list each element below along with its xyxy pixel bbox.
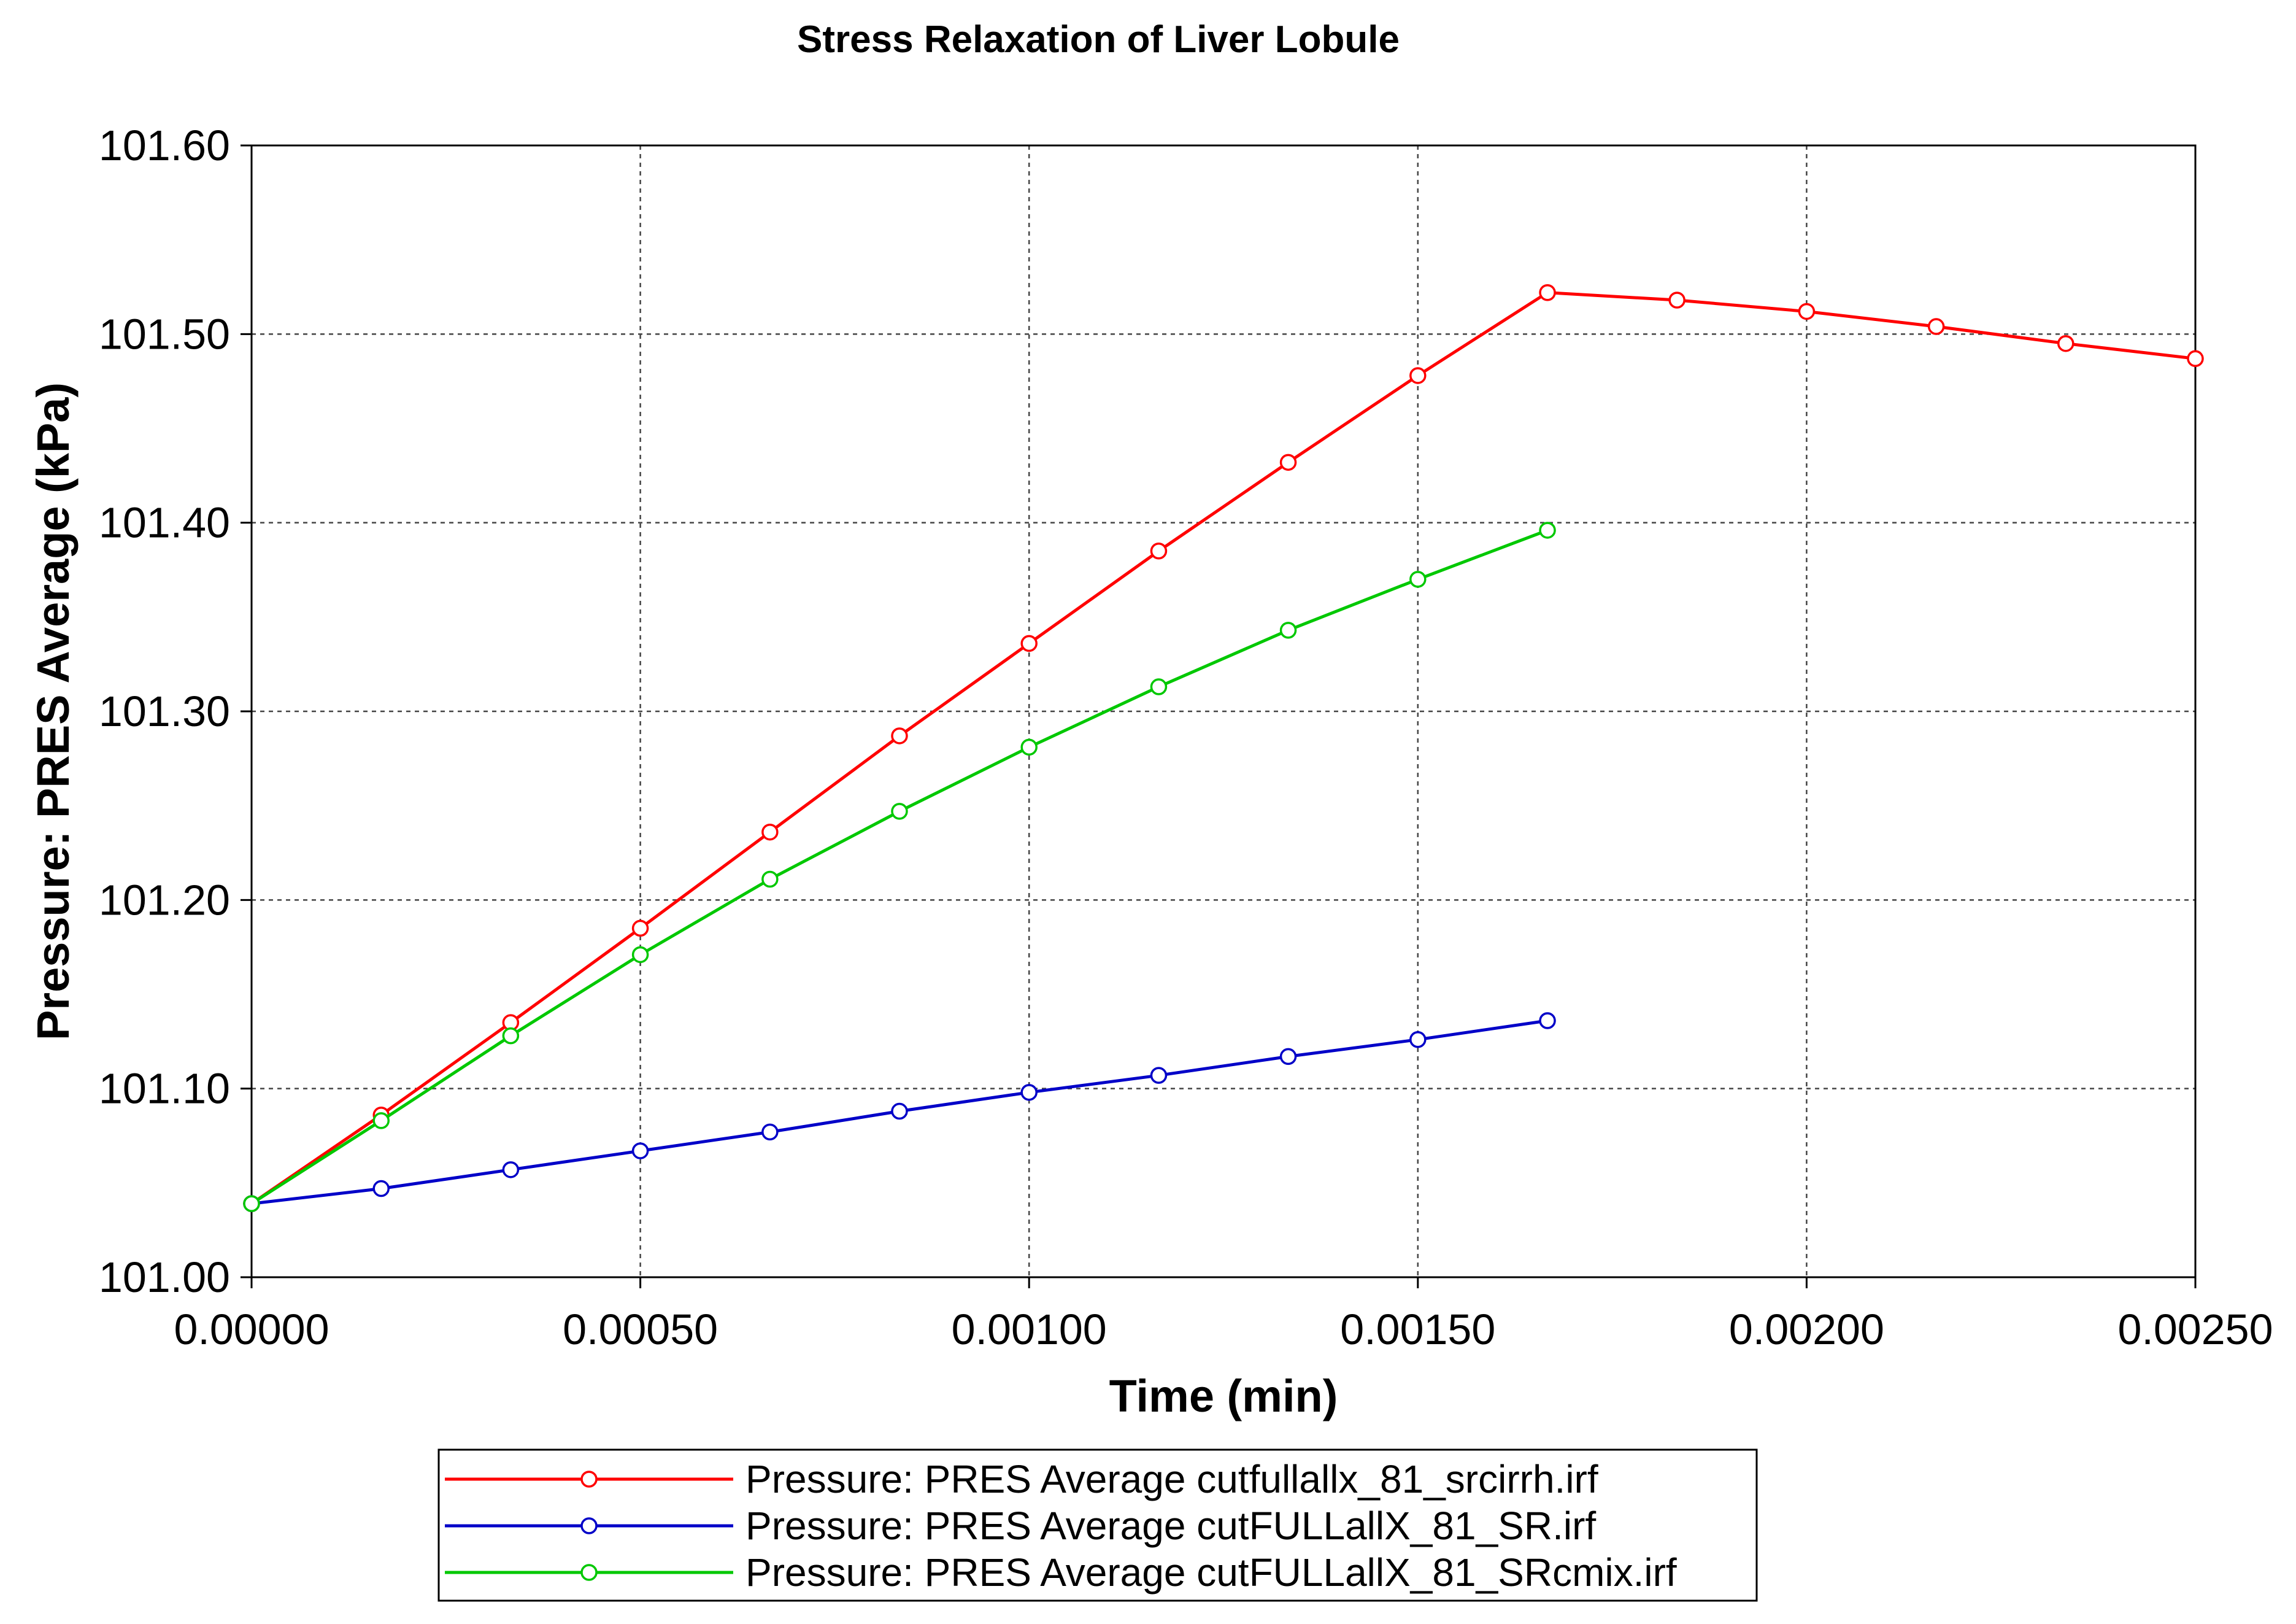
data-point-series-2: [1539, 1012, 1556, 1029]
data-point-series-1: [631, 919, 649, 937]
grid: [252, 145, 2195, 1277]
data-point-series-3: [1409, 571, 1427, 588]
data-point-series-1: [1539, 284, 1556, 301]
legend-swatch-marker: [580, 1564, 598, 1581]
data-point-series-3: [1539, 522, 1556, 539]
data-point-series-3: [631, 946, 649, 964]
data-point-series-1: [1798, 303, 1816, 320]
data-point-series-3: [1150, 678, 1168, 695]
data-point-series-1: [1668, 292, 1685, 309]
x-axis-label: Time (min): [1109, 1371, 1338, 1421]
data-point-series-1: [1150, 543, 1168, 560]
data-point-series-1: [2057, 334, 2074, 352]
data-point-series-2: [761, 1123, 779, 1141]
legend-entry-label: Pressure: PRES Average cutfullallx_81_sr…: [745, 1457, 1598, 1501]
legend-entries: Pressure: PRES Average cutfullallx_81_sr…: [445, 1457, 1677, 1595]
data-point-series-1: [891, 727, 908, 744]
data-point-series-2: [891, 1102, 908, 1120]
y-tick-label: 101.40: [99, 499, 230, 547]
data-point-series-3: [372, 1112, 390, 1129]
x-tick-label: 0.00100: [952, 1305, 1107, 1353]
legend-swatch-marker: [580, 1517, 598, 1534]
data-point-series-3: [1279, 622, 1297, 639]
data-point-series-3: [243, 1195, 260, 1212]
data-point-series-3: [761, 870, 779, 888]
x-tick-label: 0.00200: [1729, 1305, 1884, 1353]
y-tick-label: 101.20: [99, 876, 230, 924]
data-point-series-2: [1020, 1084, 1038, 1101]
data-point-series-2: [502, 1161, 520, 1178]
y-tick-label: 101.30: [99, 687, 230, 735]
data-point-series-1: [1927, 318, 1945, 335]
legend-swatch-marker: [580, 1471, 598, 1488]
data-point-series-2: [1279, 1048, 1297, 1065]
series-line-1: [250, 291, 2196, 1205]
data-point-series-3: [502, 1027, 520, 1045]
data-point-series-1: [1279, 454, 1297, 471]
x-tick-label: 0.00150: [1340, 1305, 1495, 1353]
y-axis-label: Pressure: PRES Average (kPa): [28, 382, 79, 1040]
data-point-series-1: [761, 823, 779, 841]
data-point-series-2: [1409, 1031, 1427, 1048]
x-tick-label: 0.00250: [2117, 1305, 2273, 1353]
data-point-series-1: [1409, 367, 1427, 384]
data-point-series-3: [1020, 738, 1038, 756]
legend-entry-label: Pressure: PRES Average cutFULLallX_81_SR…: [745, 1504, 1596, 1548]
y-tick-label: 101.50: [99, 310, 230, 358]
x-tick-label: 0.00050: [563, 1305, 718, 1353]
data-point-series-2: [1150, 1067, 1168, 1084]
axes: 0.00000 0.00050 0.00100 0.00150 0.00200 0.002…: [99, 122, 2273, 1353]
y-tick-label: 101.60: [99, 122, 230, 169]
data-point-series-2: [372, 1180, 390, 1197]
data-point-series-2: [631, 1142, 649, 1159]
y-tick-label: 101.00: [99, 1253, 230, 1301]
x-tick-label: 0.00000: [174, 1305, 329, 1353]
chart-title: Stress Relaxation of Liver Lobule: [797, 18, 1400, 61]
legend-entry-label: Pressure: PRES Average cutFULLallX_81_SR…: [745, 1550, 1677, 1595]
series-group: [243, 284, 2204, 1212]
data-point-series-1: [2187, 350, 2204, 368]
y-tick-label: 101.10: [99, 1065, 230, 1113]
data-point-series-1: [1020, 635, 1038, 652]
data-point-series-3: [891, 803, 908, 820]
